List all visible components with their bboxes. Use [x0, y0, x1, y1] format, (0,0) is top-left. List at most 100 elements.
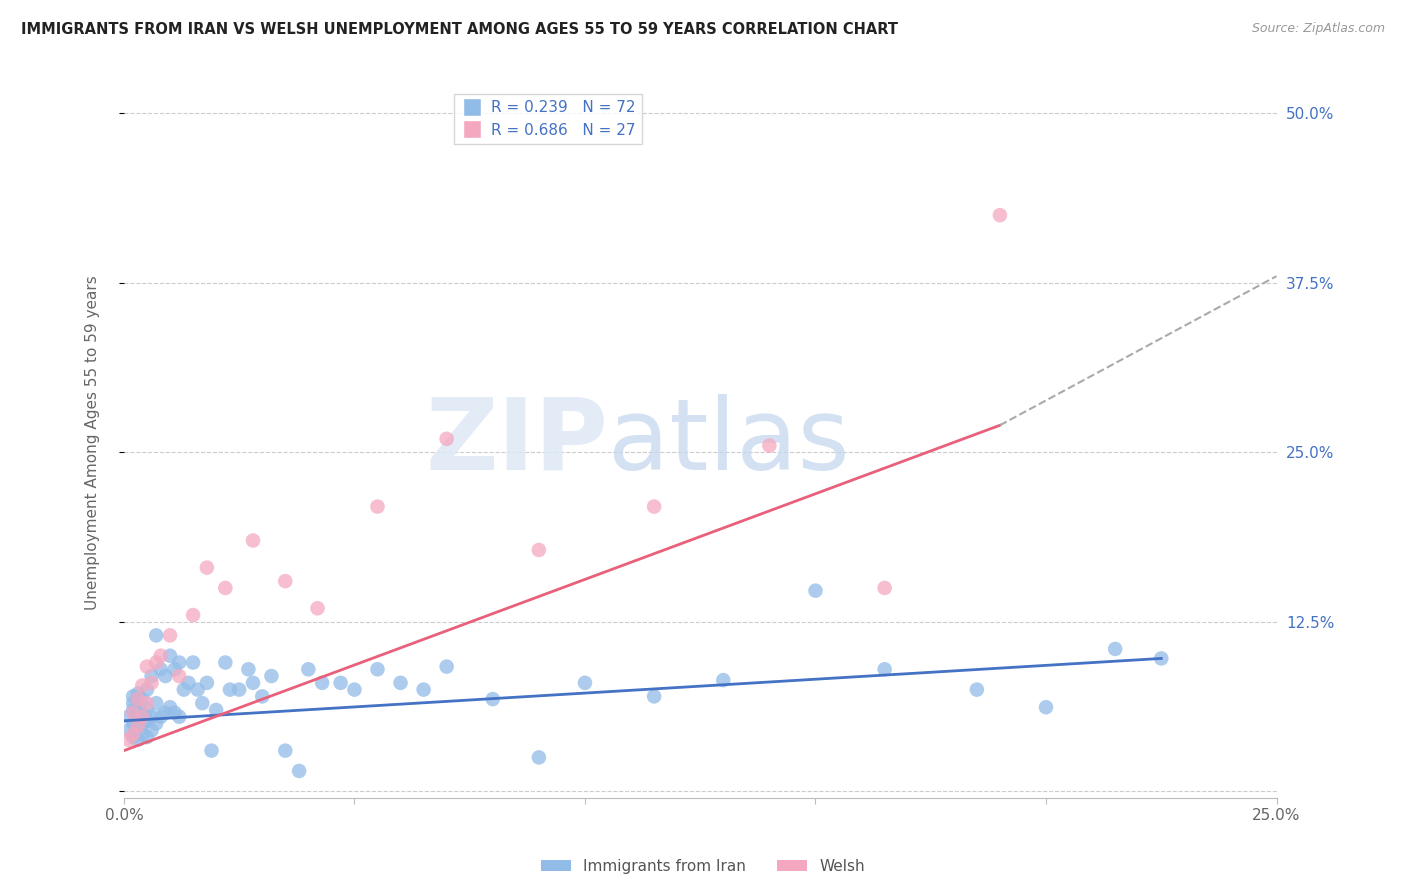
Text: Source: ZipAtlas.com: Source: ZipAtlas.com — [1251, 22, 1385, 36]
Point — [260, 669, 283, 683]
Point — [117, 723, 139, 738]
Point — [574, 676, 596, 690]
Point — [136, 730, 159, 744]
Point — [366, 662, 388, 676]
Point — [136, 703, 159, 717]
Point — [131, 710, 153, 724]
Point — [117, 732, 139, 747]
Point — [122, 703, 145, 717]
Point — [159, 700, 181, 714]
Point — [131, 692, 153, 706]
Point — [988, 208, 1011, 222]
Point — [141, 723, 163, 738]
Point — [329, 676, 352, 690]
Point — [527, 543, 550, 558]
Point — [167, 669, 190, 683]
Point — [127, 692, 149, 706]
Point — [163, 662, 186, 676]
Point — [804, 583, 827, 598]
Point — [481, 692, 503, 706]
Point — [155, 669, 177, 683]
Point — [163, 706, 186, 720]
Point — [127, 732, 149, 747]
Point — [307, 601, 329, 615]
Point — [181, 656, 204, 670]
Point — [117, 710, 139, 724]
Point — [643, 500, 665, 514]
Point — [758, 439, 780, 453]
Point — [167, 656, 190, 670]
Point — [177, 676, 200, 690]
Point — [205, 703, 228, 717]
Point — [242, 533, 264, 548]
Point — [366, 500, 388, 514]
Point — [136, 682, 159, 697]
Point — [145, 656, 167, 670]
Point — [274, 743, 297, 757]
Point — [412, 682, 434, 697]
Point — [131, 706, 153, 720]
Point — [127, 719, 149, 733]
Point — [711, 673, 734, 687]
Point — [122, 716, 145, 731]
Point — [149, 710, 172, 724]
Point — [127, 700, 149, 714]
Point — [343, 682, 366, 697]
Point — [228, 682, 250, 697]
Point — [122, 730, 145, 744]
Point — [145, 716, 167, 731]
Point — [195, 676, 218, 690]
Point — [141, 676, 163, 690]
Point — [252, 690, 274, 704]
Point — [214, 656, 236, 670]
Point — [131, 727, 153, 741]
Point — [389, 676, 412, 690]
Point — [122, 706, 145, 720]
Point — [122, 696, 145, 710]
Point — [436, 659, 458, 673]
Point — [297, 662, 319, 676]
Point — [173, 682, 195, 697]
Point — [873, 662, 896, 676]
Point — [181, 608, 204, 623]
Point — [167, 710, 190, 724]
Point — [527, 750, 550, 764]
Legend: Immigrants from Iran, Welsh: Immigrants from Iran, Welsh — [534, 853, 872, 880]
Point — [131, 716, 153, 731]
Point — [155, 706, 177, 720]
Point — [1150, 651, 1173, 665]
Point — [242, 676, 264, 690]
Legend: R = 0.239   N = 72, R = 0.686   N = 27: R = 0.239 N = 72, R = 0.686 N = 27 — [454, 94, 641, 144]
Point — [136, 659, 159, 673]
Point — [191, 696, 214, 710]
Point — [141, 710, 163, 724]
Point — [873, 581, 896, 595]
Y-axis label: Unemployment Among Ages 55 to 59 years: Unemployment Among Ages 55 to 59 years — [86, 275, 100, 609]
Point — [141, 669, 163, 683]
Point — [159, 648, 181, 663]
Point — [187, 682, 209, 697]
Point — [288, 764, 311, 778]
Point — [274, 574, 297, 589]
Point — [145, 696, 167, 710]
Point — [145, 628, 167, 642]
Point — [966, 682, 988, 697]
Text: atlas: atlas — [607, 393, 849, 491]
Point — [311, 676, 333, 690]
Point — [131, 679, 153, 693]
Point — [122, 690, 145, 704]
Point — [127, 710, 149, 724]
Text: IMMIGRANTS FROM IRAN VS WELSH UNEMPLOYMENT AMONG AGES 55 TO 59 YEARS CORRELATION: IMMIGRANTS FROM IRAN VS WELSH UNEMPLOYME… — [21, 22, 898, 37]
Point — [214, 581, 236, 595]
Point — [195, 560, 218, 574]
Point — [1104, 642, 1126, 657]
Point — [1035, 700, 1057, 714]
Point — [136, 714, 159, 728]
Point — [159, 628, 181, 642]
Point — [122, 727, 145, 741]
Point — [127, 719, 149, 733]
Point — [200, 743, 222, 757]
Text: ZIP: ZIP — [425, 393, 607, 491]
Point — [436, 432, 458, 446]
Point — [643, 690, 665, 704]
